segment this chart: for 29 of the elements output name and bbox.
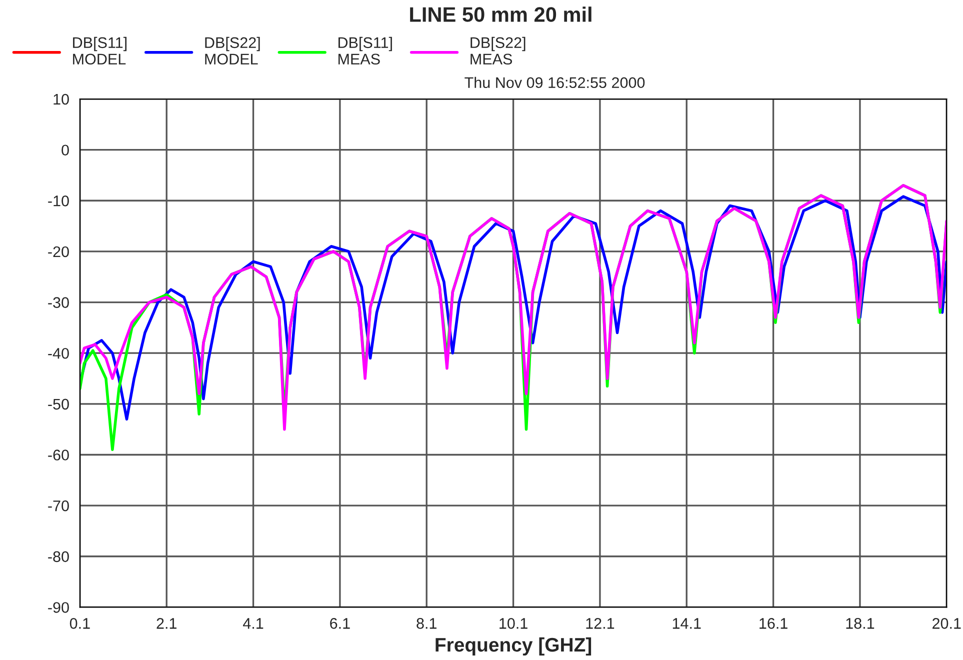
legend-label: DB[S22] MEAS [470,36,526,65]
x-tick-label: 10.1 [500,618,528,629]
x-tick-label: 14.1 [672,618,701,629]
x-tick-label: 16.1 [760,618,788,629]
legend-label: DB[S22] MODEL [205,36,260,65]
x-tick-label: 20.1 [932,618,961,629]
x-tick-label: 4.1 [243,618,264,629]
y-tick-label: -70 [48,500,69,512]
y-tick-label: -10 [48,196,69,206]
x-tick-label: 8.1 [416,618,436,629]
x-tick-label: 18.1 [846,618,874,629]
x-tick-label: 6.1 [330,618,350,629]
chart-title: LINE 50 mm 20 mil [410,6,592,22]
x-tick-label: 12.1 [586,618,614,629]
y-tick-label: -60 [48,450,69,460]
y-tick-label: -90 [48,602,69,613]
y-tick-label: -40 [48,348,69,359]
x-axis-title: Frequency [GHZ] [436,637,592,656]
y-tick-label: -30 [48,297,69,308]
x-tick-label: 2.1 [156,618,176,629]
y-tick-label: -20 [48,246,69,258]
legend-label: DB[S11] MODEL [73,36,126,65]
y-tick-label: 0 [62,144,69,156]
x-tick-label: 0.1 [70,618,90,629]
legend-label: DB[S11] MEAS [338,36,392,65]
y-tick-label: -50 [48,398,69,410]
y-tick-label: -80 [48,551,69,562]
text: Thu Nov 09 16:52:55 2000 [464,76,645,88]
y-tick-label: 10 [54,94,69,105]
